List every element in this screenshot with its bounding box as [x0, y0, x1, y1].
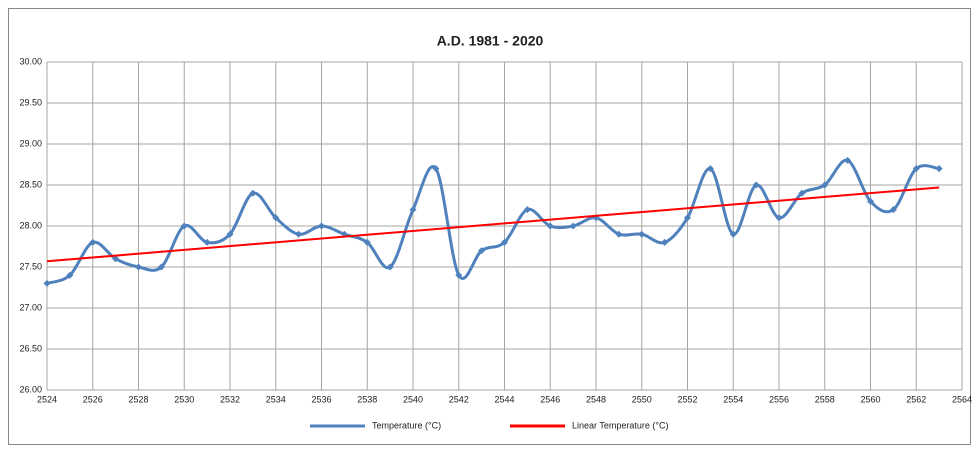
legend-label: Linear Temperature (°C): [572, 420, 668, 430]
point-marker: [226, 230, 234, 238]
point-marker: [180, 222, 188, 230]
x-tick-label: 2530: [174, 394, 194, 404]
point-marker: [684, 214, 691, 222]
point-marker: [112, 255, 120, 263]
point-marker: [318, 222, 325, 230]
point-marker: [135, 263, 142, 271]
point-marker: [912, 165, 920, 173]
y-tick-label: 26.00: [19, 384, 42, 394]
y-tick-label: 28.00: [19, 220, 42, 230]
x-tick-label: 2550: [632, 394, 652, 404]
point-marker: [523, 206, 531, 214]
y-tick-label: 29.50: [19, 97, 42, 107]
x-tick-label: 2534: [266, 394, 286, 404]
x-tick-label: 2542: [449, 394, 469, 404]
point-marker: [409, 206, 417, 214]
point-marker: [386, 263, 394, 271]
point-marker: [66, 271, 74, 279]
x-tick-label: 2538: [357, 394, 377, 404]
x-tick-label: 2540: [403, 394, 423, 404]
chart-border: [8, 8, 971, 445]
point-marker: [798, 189, 806, 197]
point-marker: [935, 165, 943, 173]
point-marker: [363, 238, 371, 246]
point-marker: [455, 271, 463, 279]
x-tick-label: 2536: [311, 394, 331, 404]
x-tick-label: 2528: [128, 394, 148, 404]
point-marker: [867, 197, 874, 205]
y-tick-label: 27.00: [19, 302, 42, 312]
point-marker: [569, 222, 577, 230]
point-marker: [661, 238, 669, 246]
point-marker: [889, 206, 897, 214]
point-marker: [706, 165, 714, 173]
x-tick-label: 2554: [723, 394, 743, 404]
point-marker: [501, 238, 508, 246]
y-tick-label: 27.50: [19, 261, 42, 271]
y-tick-label: 26.50: [19, 343, 42, 353]
x-tick-label: 2546: [540, 394, 560, 404]
point-marker: [203, 238, 211, 246]
point-marker: [43, 279, 51, 287]
point-marker: [432, 165, 440, 173]
y-tick-label: 30.00: [19, 56, 42, 66]
y-tick-label: 28.50: [19, 179, 42, 189]
point-marker: [478, 247, 486, 255]
series-line: [46, 158, 940, 285]
x-tick-label: 2562: [906, 394, 926, 404]
legend-label: Temperature (°C): [372, 420, 441, 430]
series-line: [46, 186, 940, 263]
x-tick-label: 2544: [494, 394, 514, 404]
y-tick-label: 29.00: [19, 138, 42, 148]
point-marker: [89, 238, 97, 246]
point-marker: [844, 156, 852, 164]
x-tick-label: 2526: [83, 394, 103, 404]
point-marker: [729, 230, 737, 238]
chart-title: A.D. 1981 - 2020: [437, 33, 544, 49]
point-marker: [775, 214, 783, 222]
x-tick-label: 2524: [37, 394, 57, 404]
point-marker: [295, 230, 303, 238]
point-marker: [615, 230, 623, 238]
x-tick-label: 2560: [860, 394, 880, 404]
x-tick-label: 2552: [677, 394, 697, 404]
x-tick-label: 2564: [952, 394, 972, 404]
point-marker: [638, 230, 646, 238]
x-tick-label: 2532: [220, 394, 240, 404]
x-tick-label: 2556: [769, 394, 789, 404]
point-marker: [546, 222, 554, 230]
point-marker: [249, 189, 257, 197]
x-tick-label: 2548: [586, 394, 606, 404]
point-marker: [272, 214, 280, 222]
point-marker: [752, 181, 760, 189]
point-marker: [157, 263, 165, 271]
x-tick-label: 2558: [815, 394, 835, 404]
point-marker: [821, 181, 829, 189]
